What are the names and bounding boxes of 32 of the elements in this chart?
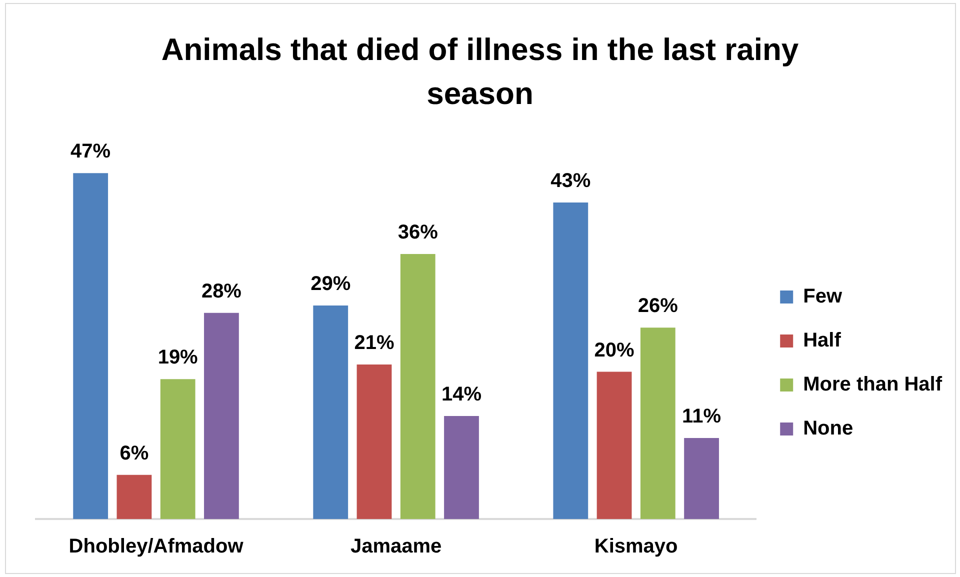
bar bbox=[684, 438, 719, 519]
chart-title: Animals that died of illness in the last rainy season bbox=[160, 31, 800, 113]
bar bbox=[160, 379, 196, 519]
bar bbox=[313, 306, 348, 519]
bar bbox=[640, 328, 676, 519]
bar bbox=[73, 173, 108, 519]
legend-label: None bbox=[803, 418, 854, 440]
data-label: 20% bbox=[594, 339, 635, 362]
data-label: 43% bbox=[550, 170, 591, 192]
x-tick-label: Jamaame bbox=[350, 536, 442, 558]
x-tick-label: Kismayo bbox=[594, 536, 678, 558]
legend-label: More than Half bbox=[803, 374, 942, 396]
data-label: 11% bbox=[682, 406, 722, 428]
data-label: 19% bbox=[158, 346, 198, 369]
bar bbox=[444, 416, 479, 519]
legend-label: Half bbox=[803, 330, 842, 352]
legend-label: Few bbox=[803, 286, 842, 308]
data-label: 29% bbox=[310, 273, 351, 296]
bar bbox=[356, 364, 392, 519]
bar bbox=[553, 202, 588, 519]
data-label: 47% bbox=[70, 140, 111, 163]
bar bbox=[116, 474, 152, 519]
data-label: 28% bbox=[201, 280, 242, 302]
data-label: 26% bbox=[638, 295, 678, 318]
data-label: 21% bbox=[354, 332, 394, 354]
bar bbox=[204, 312, 239, 519]
data-label: 36% bbox=[398, 222, 438, 244]
data-label: 14% bbox=[441, 383, 482, 406]
bar bbox=[400, 254, 436, 519]
bar bbox=[596, 372, 632, 519]
x-tick-label: Dhobley/Afmadow bbox=[68, 536, 244, 558]
data-label: 6% bbox=[120, 442, 149, 464]
